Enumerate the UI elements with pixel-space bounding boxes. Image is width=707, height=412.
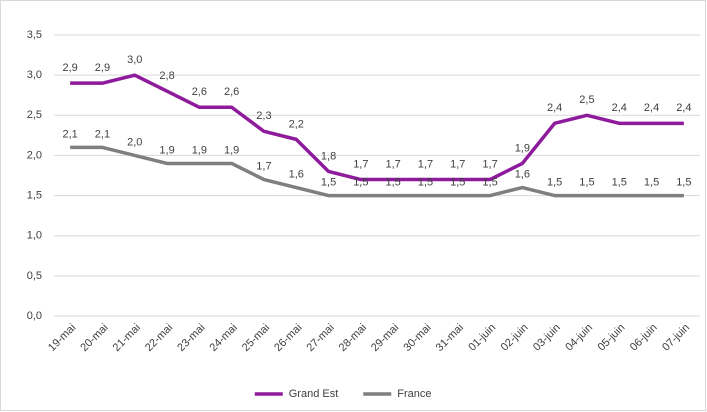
- data-label: 1,9: [192, 144, 207, 156]
- data-label: 1,7: [450, 158, 465, 170]
- y-tick-label: 3,5: [27, 29, 42, 41]
- data-label: 1,7: [482, 158, 497, 170]
- data-label: 2,4: [547, 102, 562, 114]
- data-label: 2,4: [676, 102, 691, 114]
- y-tick-label: 2,5: [27, 109, 42, 121]
- data-label: 2,4: [644, 102, 659, 114]
- data-label: 1,5: [579, 176, 594, 188]
- data-label: 1,5: [321, 176, 336, 188]
- data-label: 1,5: [482, 176, 497, 188]
- data-label: 1,5: [676, 176, 691, 188]
- series-line: [70, 73, 684, 182]
- data-label: 1,8: [321, 150, 336, 162]
- series-line: [70, 145, 684, 198]
- y-tick-label: 3,0: [27, 69, 42, 81]
- data-label: 2,6: [224, 86, 239, 98]
- legend-label: Grand Est: [289, 388, 339, 400]
- legend-label: France: [397, 388, 431, 400]
- data-label: 1,5: [450, 176, 465, 188]
- data-label: 1,6: [515, 168, 530, 180]
- y-tick-label: 1,0: [27, 230, 42, 242]
- data-label: 2,9: [95, 62, 110, 74]
- data-label: 1,7: [353, 158, 368, 170]
- y-tick-label: 0,5: [27, 270, 42, 282]
- data-label: 1,5: [644, 176, 659, 188]
- data-label: 2,6: [192, 86, 207, 98]
- data-label: 1,9: [159, 144, 174, 156]
- data-label: 2,2: [289, 118, 304, 130]
- data-label: 1,5: [612, 176, 627, 188]
- data-label: 2,0: [127, 136, 142, 148]
- data-label: 1,5: [418, 176, 433, 188]
- data-label: 1,6: [289, 168, 304, 180]
- y-tick-label: 1,5: [27, 189, 42, 201]
- data-label: 1,9: [224, 144, 239, 156]
- data-label: 1,7: [256, 160, 271, 172]
- data-label: 2,1: [63, 128, 78, 140]
- data-label: 1,7: [386, 158, 401, 170]
- data-label: 3,0: [127, 54, 142, 66]
- data-label: 2,1: [95, 128, 110, 140]
- data-label: 2,3: [256, 110, 271, 122]
- data-label: 2,8: [159, 70, 174, 82]
- data-label: 1,9: [515, 142, 530, 154]
- data-label: 1,5: [547, 176, 562, 188]
- data-label: 2,5: [579, 94, 594, 106]
- data-label: 2,4: [612, 102, 627, 114]
- data-label: 2,9: [63, 62, 78, 74]
- y-tick-label: 2,0: [27, 149, 42, 161]
- data-label: 1,7: [418, 158, 433, 170]
- data-label: 1,5: [386, 176, 401, 188]
- y-tick-label: 0,0: [27, 310, 42, 322]
- data-label: 1,5: [353, 176, 368, 188]
